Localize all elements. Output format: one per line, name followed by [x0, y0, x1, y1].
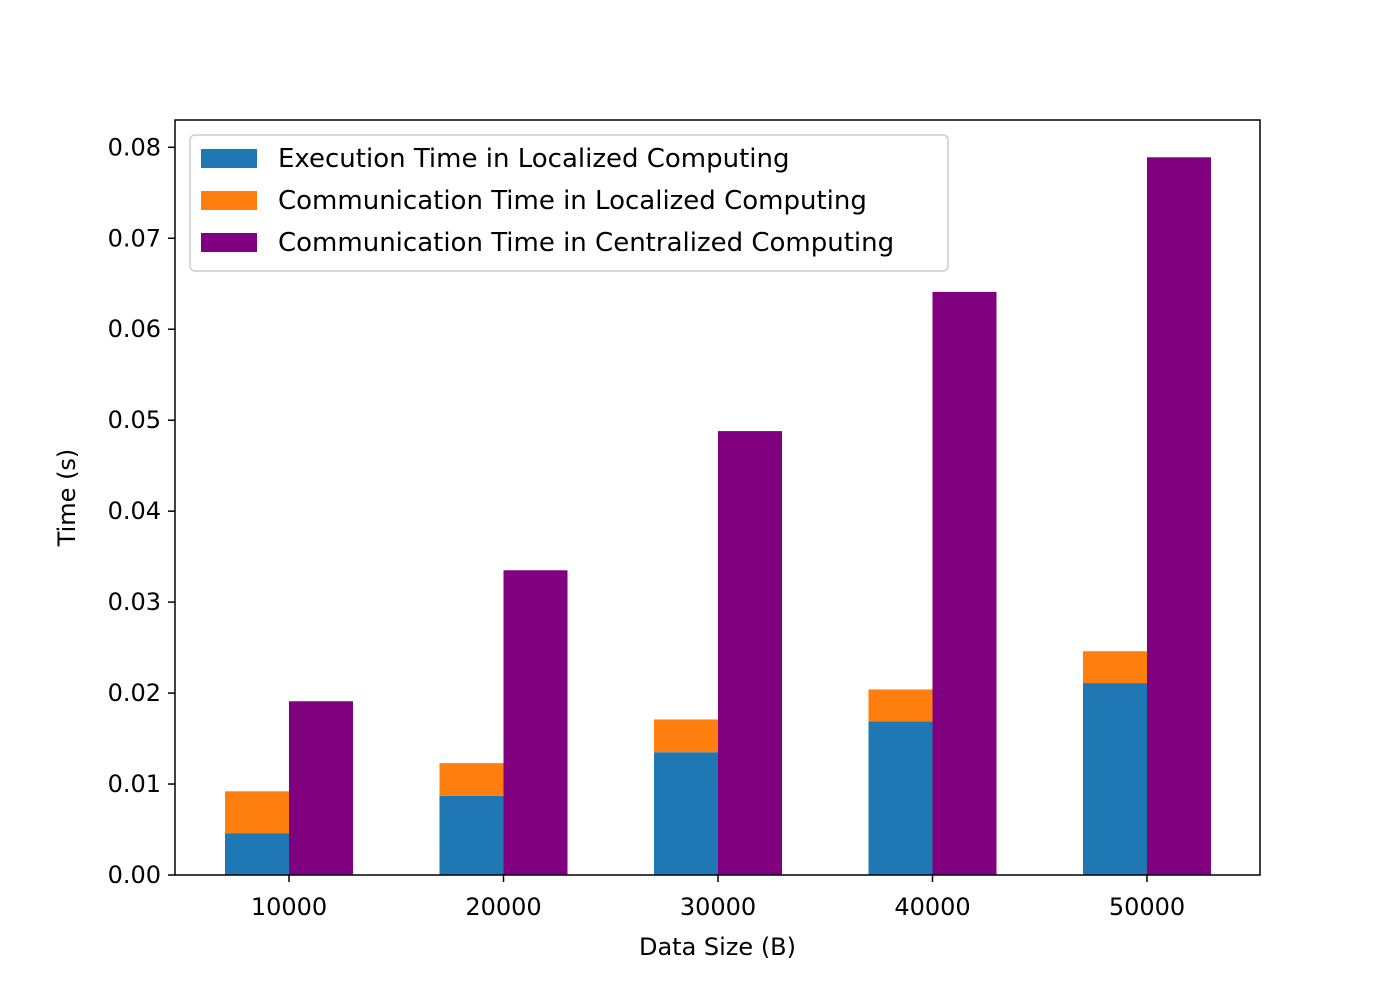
- bar-localized-execution-10000: [225, 833, 289, 875]
- bar-localized-communication-20000: [439, 763, 504, 796]
- legend: Execution Time in Localized Computing Com…: [189, 134, 949, 272]
- y-tick-label: 0.01: [108, 770, 161, 798]
- x-tick-label: 10000: [251, 893, 327, 921]
- x-tick-label: 50000: [1109, 893, 1185, 921]
- bar-localized-communication-10000: [225, 791, 289, 834]
- x-tick-label: 20000: [465, 893, 541, 921]
- bar-localized-communication-40000: [868, 689, 933, 722]
- y-tick-label: 0.02: [108, 679, 161, 707]
- y-tick-label: 0.04: [108, 497, 161, 525]
- y-tick-label: 0.08: [108, 133, 161, 161]
- bar-localized-execution-30000: [654, 752, 718, 875]
- x-tick-label: 40000: [894, 893, 970, 921]
- legend-swatch: [201, 191, 257, 210]
- y-tick-label: 0.06: [108, 315, 161, 343]
- bar-centralized-communication-10000: [289, 701, 353, 875]
- y-tick-label: 0.03: [108, 588, 161, 616]
- bar-localized-communication-30000: [654, 719, 718, 753]
- y-tick-label: 0.00: [108, 861, 161, 889]
- legend-swatch: [201, 149, 257, 168]
- legend-label: Communication Time in Localized Computin…: [278, 186, 867, 216]
- y-axis: 0.00 0.01 0.02 0.03 0.04 0.05 0.06 0.07 0.08: [108, 133, 175, 889]
- x-axis: 10000 20000 30000 40000 50000: [251, 875, 1185, 921]
- legend-swatch: [201, 233, 257, 252]
- x-axis-label: Data Size (B): [639, 933, 796, 961]
- bar-centralized-communication-30000: [718, 431, 782, 875]
- legend-label: Execution Time in Localized Computing: [278, 144, 790, 174]
- bar-centralized-communication-50000: [1147, 157, 1211, 876]
- bars-group: [225, 157, 1211, 876]
- bar-localized-execution-20000: [439, 795, 504, 875]
- legend-label: Communication Time in Centralized Comput…: [278, 228, 894, 258]
- y-axis-label: Time (s): [53, 449, 81, 548]
- y-tick-label: 0.05: [108, 406, 161, 434]
- bar-localized-communication-50000: [1083, 651, 1147, 684]
- bar-centralized-communication-20000: [503, 570, 568, 875]
- bar-localized-execution-40000: [868, 721, 933, 875]
- y-tick-label: 0.07: [108, 224, 161, 252]
- bar-localized-execution-50000: [1083, 683, 1147, 875]
- bar-centralized-communication-40000: [932, 291, 997, 875]
- legend-box: [189, 134, 949, 272]
- x-tick-label: 30000: [680, 893, 756, 921]
